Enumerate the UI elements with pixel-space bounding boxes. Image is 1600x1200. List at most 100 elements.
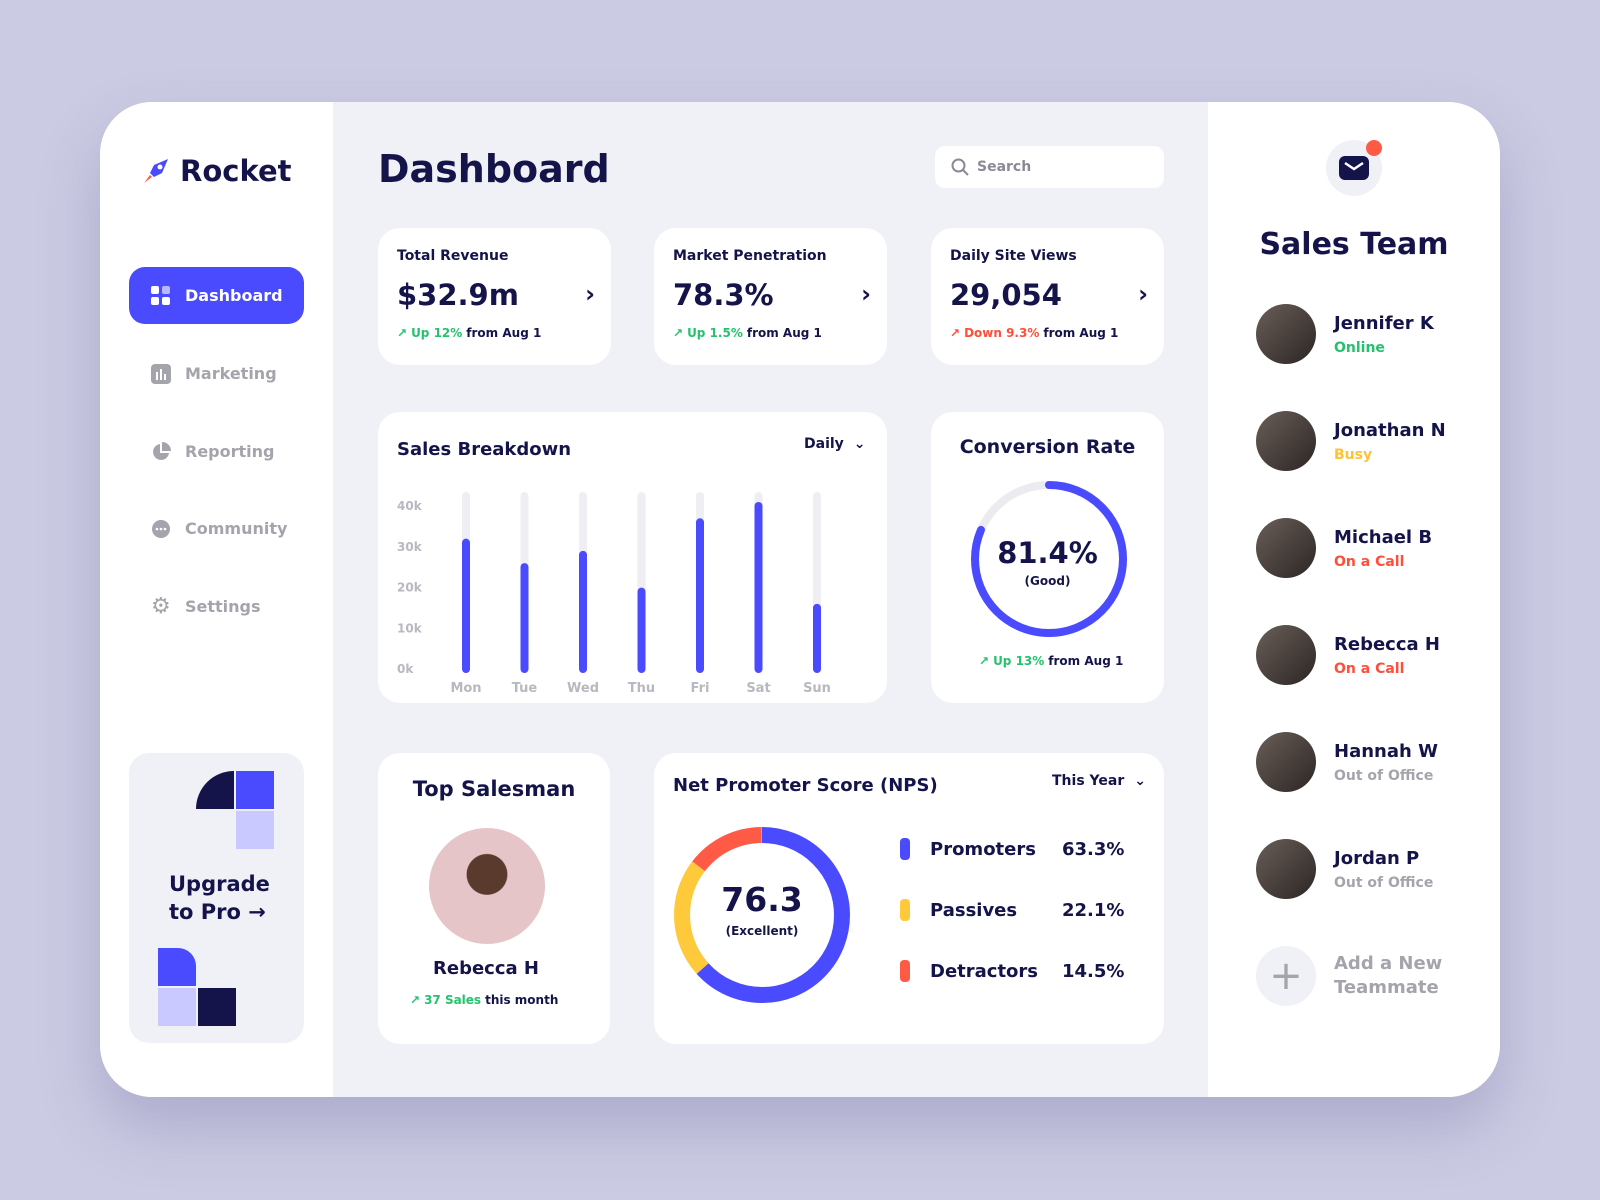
change-value: Up 12% [411, 326, 463, 340]
stat-card[interactable]: Total Revenue $32.9m › ↗ Up 12% from Aug 1 [378, 228, 611, 365]
sidebar-item-label: Marketing [185, 364, 277, 383]
y-tick-label: 0k [397, 662, 414, 676]
team-member[interactable]: Hannah W Out of Office [1256, 732, 1438, 792]
panel-title: Sales Team [1259, 227, 1449, 262]
member-status: Out of Office [1334, 874, 1434, 891]
member-name: Hannah W [1334, 740, 1438, 762]
x-tick-label: Sat [746, 681, 770, 696]
search-placeholder: Search [977, 159, 1032, 175]
stat-card[interactable]: Daily Site Views 29,054 › ↗ Down 9.3% from… [931, 228, 1164, 365]
change-value: Up 13% [993, 654, 1045, 668]
app-window: Rocket Dashboard Marketing Reporting Com… [100, 102, 1500, 1097]
sidebar-item-marketing[interactable]: Marketing [129, 345, 304, 402]
decor-shapes-icon [196, 771, 274, 849]
card-title: Net Promoter Score (NPS) [673, 775, 938, 796]
team-member[interactable]: Rebecca H On a Call [1256, 625, 1440, 685]
period-dropdown[interactable]: Daily ⌄ [804, 436, 866, 452]
chevron-right-icon[interactable]: › [861, 280, 871, 308]
team-member[interactable]: Jordan P Out of Office [1256, 839, 1433, 899]
nps-donut [674, 827, 850, 1003]
y-tick-label: 40k [397, 499, 423, 513]
x-tick-label: Thu [628, 681, 655, 696]
donut-segment-passives[interactable] [674, 827, 850, 1003]
card-title: Top Salesman [412, 777, 576, 801]
stat-change: ↗ Down 9.3% from Aug 1 [950, 326, 1118, 340]
add-teammate-button[interactable]: + Add a New Teammate [1256, 946, 1442, 1006]
sidebar: Rocket Dashboard Marketing Reporting Com… [100, 102, 333, 1097]
change-suffix: from Aug 1 [746, 326, 822, 340]
add-label: Teammate [1334, 977, 1439, 998]
legend-label: Promoters [930, 838, 1036, 860]
conversion-change: ↗ Up 13% from Aug 1 [979, 654, 1123, 668]
stat-label: Daily Site Views [950, 248, 1077, 264]
change-suffix: from Aug 1 [1043, 326, 1119, 340]
upgrade-line-2: to Pro → [169, 900, 266, 924]
avatar [1256, 304, 1316, 364]
member-status: On a Call [1334, 660, 1405, 677]
chevron-down-icon: ⌄ [853, 436, 866, 452]
member-status: On a Call [1334, 553, 1405, 570]
stat-value: 29,054 [950, 278, 1062, 312]
card-title: Sales Breakdown [397, 439, 572, 460]
sidebar-item-label: Community [185, 519, 288, 538]
team-member[interactable]: Michael B On a Call [1256, 518, 1432, 578]
page-title: Dashboard [378, 147, 610, 191]
avatar [1256, 625, 1316, 685]
upgrade-line-1: Upgrade [169, 872, 270, 896]
team-member[interactable]: Jennifer K Online [1256, 304, 1434, 364]
avatar [1256, 732, 1316, 792]
change-value: 37 Sales [424, 993, 482, 1007]
salesman-change: ↗ 37 Sales this month [410, 993, 558, 1007]
upgrade-card[interactable]: Upgrade to Pro → [129, 753, 304, 1043]
member-status: Out of Office [1334, 767, 1434, 784]
legend-value: 63.3% [1062, 838, 1125, 860]
member-status: Busy [1334, 446, 1373, 463]
sidebar-item-reporting[interactable]: Reporting [129, 423, 304, 480]
bar-chart-icon [151, 363, 171, 384]
chevron-down-icon: ⌄ [1134, 773, 1146, 789]
chevron-right-icon[interactable]: › [1138, 280, 1148, 308]
change-suffix: from Aug 1 [466, 326, 542, 340]
legend-label: Detractors [930, 960, 1039, 982]
mail-icon [1339, 156, 1369, 180]
legend-item: Detractors 14.5% [900, 960, 1130, 982]
sidebar-item-dashboard[interactable]: Dashboard [129, 267, 304, 324]
stat-change: ↗ Up 1.5% from Aug 1 [673, 326, 822, 340]
legend-item: Passives 22.1% [900, 899, 1130, 921]
stat-value: 78.3% [673, 278, 774, 312]
member-name: Jonathan N [1334, 419, 1446, 441]
y-tick-label: 30k [397, 540, 423, 554]
x-tick-label: Sun [803, 681, 831, 696]
sales-breakdown-card: Sales Breakdown Daily ⌄ 0k 10k 20k 30k 40k Mon… [378, 412, 887, 703]
chevron-right-icon[interactable]: › [585, 280, 595, 308]
change-suffix: from Aug 1 [1048, 654, 1124, 668]
change-value: Up 1.5% [687, 326, 743, 340]
brand-logo[interactable]: Rocket [142, 154, 291, 188]
team-member[interactable]: Jonathan N Busy [1256, 411, 1446, 471]
trend-up-icon: ↗ [397, 326, 408, 340]
conversion-ring [971, 481, 1127, 637]
legend-value: 22.1% [1062, 899, 1125, 921]
y-tick-label: 20k [397, 581, 423, 595]
stat-label: Market Penetration [673, 248, 827, 264]
decor-shapes-icon [158, 948, 236, 1026]
member-name: Jordan P [1334, 847, 1420, 869]
period-dropdown[interactable]: This Year ⌄ [1052, 773, 1146, 789]
stat-value: $32.9m [397, 278, 519, 312]
salesman-avatar[interactable] [429, 828, 545, 944]
x-tick-label: Wed [567, 681, 599, 696]
stat-change: ↗ Up 12% from Aug 1 [397, 326, 541, 340]
sidebar-item-community[interactable]: Community [129, 500, 304, 557]
member-name: Jennifer K [1334, 312, 1434, 334]
search-input[interactable]: Search [935, 146, 1164, 188]
x-tick-label: Fri [691, 681, 710, 696]
sidebar-item-settings[interactable]: ⚙ Settings [129, 578, 304, 635]
trend-up-icon: ↗ [979, 654, 990, 668]
search-icon [951, 158, 969, 176]
donut-segment-detractors[interactable] [674, 827, 850, 1003]
legend-value: 14.5% [1062, 960, 1125, 982]
conversion-rating: (Good) [1024, 574, 1071, 588]
top-salesman-card: Top Salesman Rebecca H ↗ 37 Sales this mon… [378, 753, 610, 1044]
messages-button[interactable] [1326, 140, 1382, 196]
stat-card[interactable]: Market Penetration 78.3% › ↗ Up 1.5% from … [654, 228, 887, 365]
